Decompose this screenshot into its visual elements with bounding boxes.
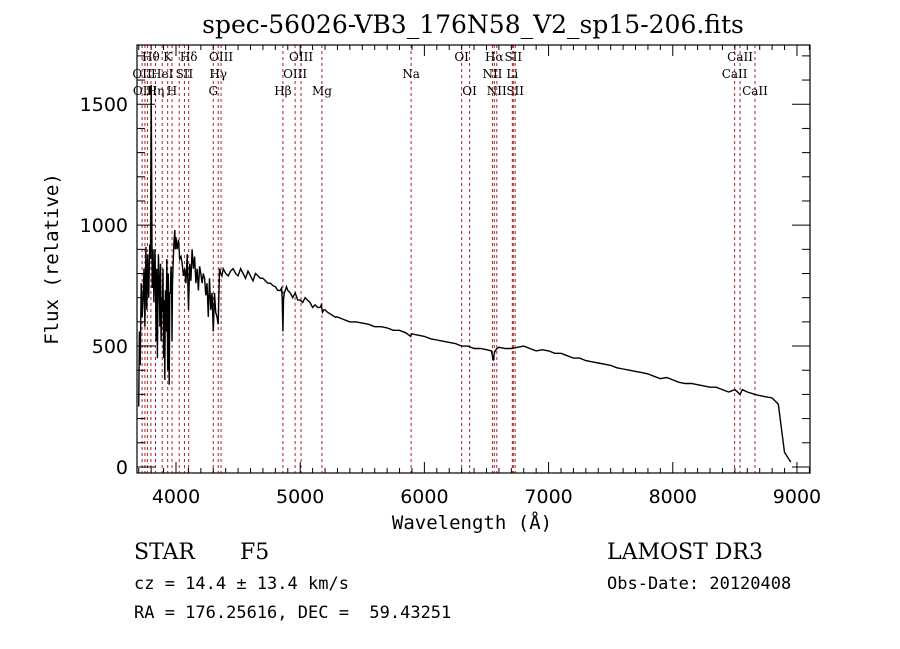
line-label: HeI: [151, 67, 174, 81]
line-label: CaII: [727, 50, 753, 64]
y-tick-label: 0: [116, 457, 128, 479]
line-label: Hη: [147, 84, 165, 98]
x-tick-label: 6000: [400, 486, 448, 508]
line-label: CaII: [742, 84, 768, 98]
x-axis-label: Wavelength (Å): [392, 511, 552, 534]
plot-frame: [136, 44, 811, 474]
line-label: SII: [504, 50, 522, 64]
line-label: SII: [506, 84, 524, 98]
spectrum-line: [138, 84, 792, 463]
x-axis: 4000 5000 6000 7000 8000 9000: [138, 45, 821, 508]
object-class: STAR: [134, 540, 195, 565]
line-label: OIII: [283, 67, 307, 81]
line-label: NII: [487, 84, 507, 98]
line-label: G: [208, 84, 218, 98]
y-tick-label: 500: [92, 336, 128, 358]
x-tick-label: 8000: [649, 486, 697, 508]
line-label: SII: [176, 67, 194, 81]
line-markers: [141, 45, 756, 473]
line-label: Hβ: [274, 84, 291, 98]
line-label: Li: [506, 67, 518, 81]
chart-title: spec-56026-VB3_176N58_V2_sp15-206.fits: [202, 10, 744, 39]
line-label: OI: [462, 84, 477, 98]
y-tick-label: 1500: [80, 94, 128, 116]
y-axis-label: Flux (relative): [41, 173, 63, 345]
line-label: CaII: [722, 67, 748, 81]
line-label: Hα: [485, 50, 504, 64]
coordinates: RA = 176.25616, DEC = 59.43251: [134, 603, 452, 623]
line-label: Hθ: [142, 50, 160, 64]
line-label: Hγ: [209, 67, 227, 81]
x-tick-label: 4000: [152, 486, 200, 508]
line-label: H: [167, 84, 177, 98]
line-label: OIII: [209, 50, 233, 64]
line-label: Mg: [312, 84, 332, 98]
line-label: Na: [402, 67, 420, 81]
y-tick-label: 1000: [80, 215, 128, 237]
line-label: K: [163, 50, 173, 64]
x-tick-label: 5000: [276, 486, 324, 508]
line-label: NII: [482, 67, 502, 81]
x-tick-label: 9000: [773, 486, 821, 508]
line-label: OI: [454, 50, 469, 64]
y-axis: 0 500 1000 1500: [80, 55, 810, 479]
redshift-cz: cz = 14.4 ± 13.4 km/s: [134, 574, 349, 594]
line-label: OII: [132, 67, 152, 81]
observation-date: Obs-Date: 20120408: [607, 574, 792, 594]
x-tick-label: 7000: [524, 486, 572, 508]
line-label: Hδ: [180, 50, 198, 64]
survey-name: LAMOST DR3: [607, 540, 763, 565]
line-label: OIII: [289, 50, 313, 64]
object-subclass: F5: [240, 540, 270, 565]
